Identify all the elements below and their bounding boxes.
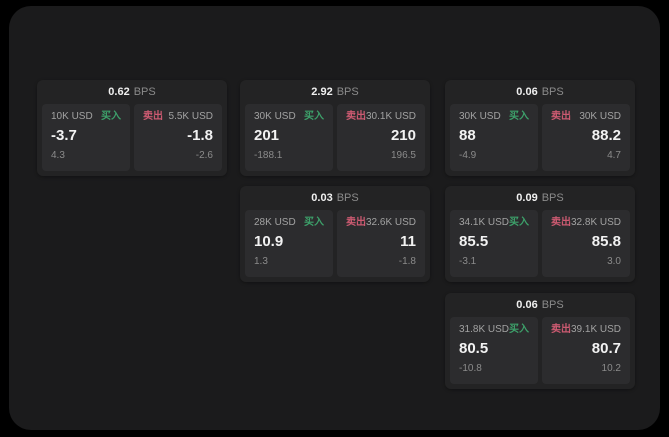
buy-size: 30K USD [254, 111, 296, 122]
quote-card: 0.03 BPS 28K USD 买入 10.9 1.3 卖出 32.6K US… [240, 186, 430, 282]
spread-unit: BPS [133, 86, 156, 98]
buy-size: 30K USD [459, 111, 501, 122]
spread-value: 2.92 [311, 86, 333, 98]
buy-price: 85.5 [459, 233, 489, 250]
buy-delta: -3.1 [459, 256, 477, 267]
quote-card-body: 30K USD 买入 201 -188.1 卖出 30.1K USD 210 1… [240, 104, 430, 176]
quote-card-body: 30K USD 买入 88 -4.9 卖出 30K USD 88.2 4.7 [445, 104, 635, 176]
buy-side-label: 买入 [509, 324, 530, 335]
sell-delta: 4.7 [607, 150, 621, 161]
buy-quote-panel[interactable]: 10K USD 买入 -3.7 4.3 [42, 104, 130, 171]
sell-delta: 10.2 [601, 363, 621, 374]
buy-size: 31.8K USD [459, 324, 510, 335]
spread-header: 2.92 BPS [240, 80, 430, 104]
spread-value: 0.09 [516, 192, 538, 204]
spread-header: 0.06 BPS [445, 80, 635, 104]
sell-quote-panel[interactable]: 卖出 5.5K USD -1.8 -2.6 [134, 104, 222, 171]
buy-quote-panel[interactable]: 28K USD 买入 10.9 1.3 [245, 210, 333, 277]
spread-value: 0.03 [311, 192, 333, 204]
spread-unit: BPS [541, 192, 564, 204]
quotes-panel: 0.62 BPS 10K USD 买入 -3.7 4.3 卖出 5.5K USD… [9, 6, 660, 430]
buy-quote-panel[interactable]: 34.1K USD 买入 85.5 -3.1 [450, 210, 538, 277]
buy-side-label: 买入 [304, 111, 324, 122]
sell-size: 32.8K USD [570, 217, 622, 228]
buy-price: 10.9 [254, 233, 284, 250]
buy-side-label: 买入 [304, 217, 324, 228]
spread-header: 0.09 BPS [445, 186, 635, 210]
spread-unit: BPS [336, 86, 359, 98]
buy-price: 88 [459, 127, 476, 144]
spread-value: 0.62 [108, 86, 130, 98]
sell-quote-panel[interactable]: 卖出 32.6K USD 11 -1.8 [337, 210, 425, 277]
sell-delta: 3.0 [607, 256, 621, 267]
sell-side-label: 卖出 [346, 111, 366, 122]
quote-card: 2.92 BPS 30K USD 买入 201 -188.1 卖出 30.1K … [240, 80, 430, 176]
spread-unit: BPS [541, 299, 564, 311]
sell-side-label: 卖出 [346, 217, 366, 228]
sell-price: 80.7 [591, 340, 621, 357]
buy-delta: -188.1 [254, 150, 283, 161]
quote-card: 0.62 BPS 10K USD 买入 -3.7 4.3 卖出 5.5K USD… [37, 80, 227, 176]
buy-quote-panel[interactable]: 31.8K USD 买入 80.5 -10.8 [450, 317, 538, 384]
buy-quote-panel[interactable]: 30K USD 买入 201 -188.1 [245, 104, 333, 171]
sell-size: 32.6K USD [365, 217, 417, 228]
buy-price: 201 [254, 127, 280, 144]
sell-price: 210 [390, 127, 416, 144]
quote-card-body: 31.8K USD 买入 80.5 -10.8 卖出 39.1K USD 80.… [445, 317, 635, 389]
buy-delta: -4.9 [459, 150, 477, 161]
sell-quote-panel[interactable]: 卖出 39.1K USD 80.7 10.2 [542, 317, 630, 384]
buy-delta: 1.3 [254, 256, 268, 267]
spread-value: 0.06 [516, 299, 538, 311]
sell-quote-panel[interactable]: 卖出 30K USD 88.2 4.7 [542, 104, 630, 171]
buy-price: 80.5 [459, 340, 489, 357]
spread-header: 0.62 BPS [37, 80, 227, 104]
buy-delta: 4.3 [51, 150, 65, 161]
buy-side-label: 买入 [509, 217, 530, 228]
quote-card-body: 34.1K USD 买入 85.5 -3.1 卖出 32.8K USD 85.8… [445, 210, 635, 282]
sell-price: -1.8 [187, 127, 213, 144]
quote-card: 0.06 BPS 31.8K USD 买入 80.5 -10.8 卖出 39.1… [445, 293, 635, 389]
spread-header: 0.03 BPS [240, 186, 430, 210]
buy-price: -3.7 [51, 127, 77, 144]
sell-price: 88.2 [591, 127, 621, 144]
sell-delta: 196.5 [390, 150, 416, 161]
sell-size: 30.1K USD [365, 111, 417, 122]
buy-quote-panel[interactable]: 30K USD 买入 88 -4.9 [450, 104, 538, 171]
sell-side-label: 卖出 [143, 111, 163, 122]
quote-card: 0.09 BPS 34.1K USD 买入 85.5 -3.1 卖出 32.8K… [445, 186, 635, 282]
quote-card-body: 10K USD 买入 -3.7 4.3 卖出 5.5K USD -1.8 -2.… [37, 104, 227, 176]
sell-side-label: 卖出 [551, 324, 571, 335]
buy-side-label: 买入 [509, 111, 529, 122]
sell-delta: -1.8 [398, 256, 416, 267]
sell-price: 11 [400, 233, 416, 250]
sell-side-label: 卖出 [551, 111, 571, 122]
buy-delta: -10.8 [459, 363, 482, 374]
spread-value: 0.06 [516, 86, 538, 98]
sell-delta: -2.6 [195, 150, 213, 161]
buy-size: 34.1K USD [459, 217, 510, 228]
spread-unit: BPS [541, 86, 564, 98]
buy-size: 28K USD [254, 217, 296, 228]
spread-header: 0.06 BPS [445, 293, 635, 317]
quote-card-body: 28K USD 买入 10.9 1.3 卖出 32.6K USD 11 -1.8 [240, 210, 430, 282]
sell-size: 30K USD [579, 111, 621, 122]
sell-side-label: 卖出 [551, 217, 571, 228]
sell-quote-panel[interactable]: 卖出 30.1K USD 210 196.5 [337, 104, 425, 171]
sell-size: 39.1K USD [570, 324, 622, 335]
buy-size: 10K USD [51, 111, 93, 122]
sell-quote-panel[interactable]: 卖出 32.8K USD 85.8 3.0 [542, 210, 630, 277]
sell-price: 85.8 [591, 233, 621, 250]
spread-unit: BPS [336, 192, 359, 204]
quote-card: 0.06 BPS 30K USD 买入 88 -4.9 卖出 30K USD 8… [445, 80, 635, 176]
buy-side-label: 买入 [101, 111, 121, 122]
sell-size: 5.5K USD [168, 111, 213, 122]
